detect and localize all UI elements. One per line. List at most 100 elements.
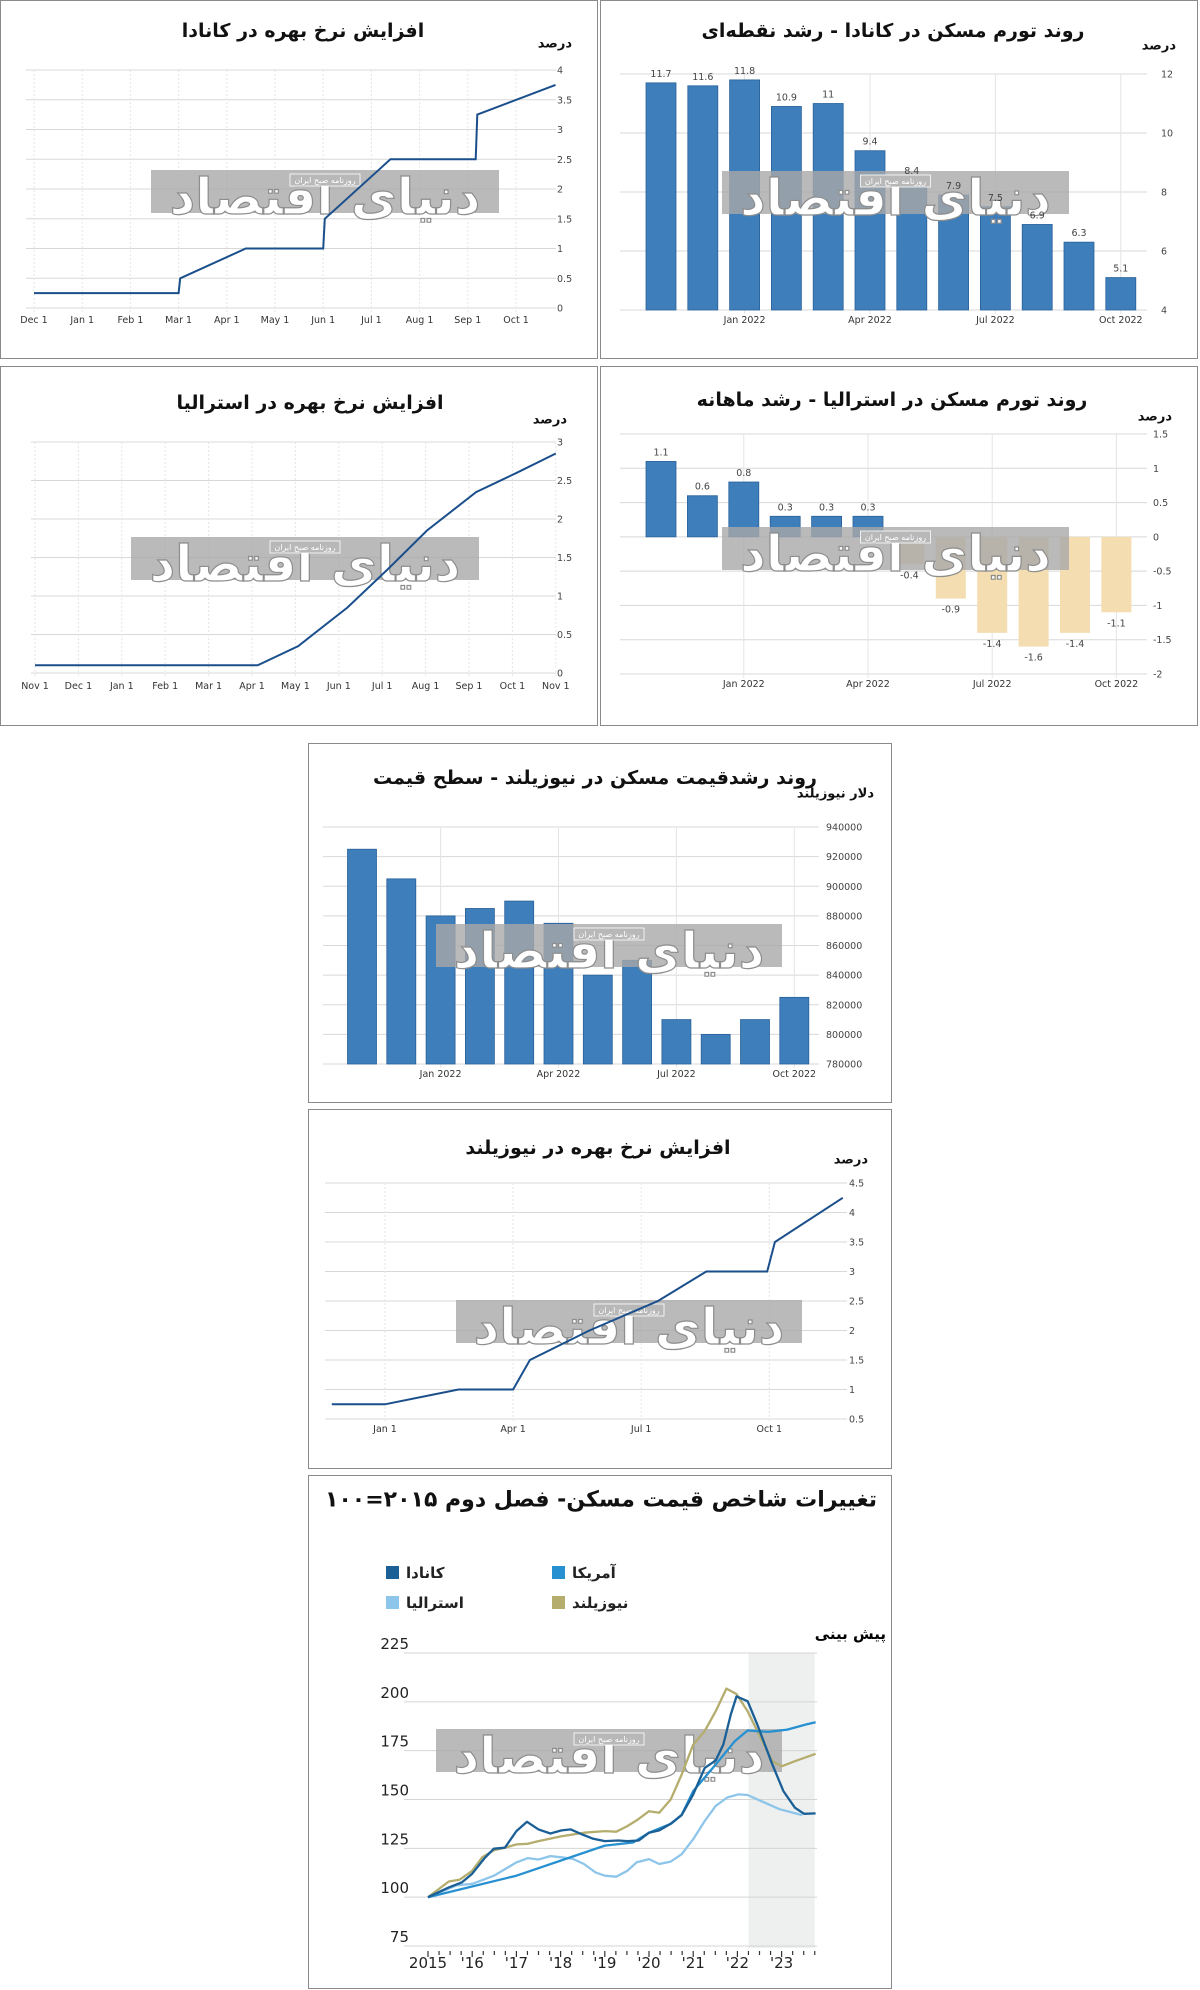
x-tick-label: Feb 1 <box>117 315 143 326</box>
legend-label: نیوزیلند <box>572 1594 628 1612</box>
legend-swatch <box>552 1596 565 1609</box>
watermark-sub-box <box>860 530 931 544</box>
bar <box>979 206 1011 311</box>
x-tick-label: Nov 1 <box>542 681 570 692</box>
legend-item: کانادا <box>386 1564 445 1582</box>
x-tick-label: '23 <box>770 1954 793 1972</box>
x-tick-label: Jul 2022 <box>975 315 1015 326</box>
bar <box>622 959 653 1065</box>
x-tick-label: Jul 1 <box>360 315 382 326</box>
x-tick-label: Jan 1 <box>109 681 134 692</box>
y-axis-unit: درصد <box>532 412 567 428</box>
y-tick-label: 12 <box>1161 70 1173 81</box>
x-tick-label: Jul 1 <box>630 1424 652 1435</box>
watermark-subtitle: روزنامه صبح ایران <box>598 1306 659 1315</box>
x-tick-label: Jul 1 <box>371 681 393 692</box>
y-tick-label: 0.5 <box>1153 498 1168 509</box>
x-tick-label: Jun 1 <box>310 315 335 326</box>
y-tick-label: 2 <box>557 515 563 526</box>
x-tick-label: '17 <box>505 1954 528 1972</box>
series-line <box>427 1793 803 1899</box>
y-tick-label: 1.5 <box>557 214 572 225</box>
y-tick-label: 75 <box>390 1928 409 1946</box>
y-tick-label: 0.5 <box>557 630 572 641</box>
watermark-sub-box <box>269 540 341 554</box>
y-tick-label: -0.5 <box>1153 567 1172 578</box>
x-tick-label: Dec 1 <box>65 681 92 692</box>
bar-value-label: 10.9 <box>776 92 797 103</box>
x-tick-label: Jan 2022 <box>722 679 765 690</box>
y-tick-label: 4.5 <box>849 1179 864 1190</box>
x-tick-label: Apr 2022 <box>846 679 890 690</box>
bar <box>779 996 810 1065</box>
y-tick-label: 100 <box>380 1879 409 1897</box>
y-tick-label: 1.5 <box>1153 430 1168 441</box>
y-tick-label: 225 <box>380 1635 409 1653</box>
bar <box>1021 224 1053 311</box>
bar-value-label: 0.8 <box>736 468 751 479</box>
x-tick-label: Oct 1 <box>500 681 526 692</box>
bar <box>687 495 718 538</box>
bar <box>700 1033 731 1065</box>
x-tick-label: Aug 1 <box>412 681 440 692</box>
bar <box>1063 241 1095 311</box>
chart-canvas: 4 6 8 10 12 Jan 2022 Apr 2022 Jul 2022 Oct 2022 د… <box>620 66 1173 326</box>
x-tick-label: '16 <box>461 1954 484 1972</box>
new-zealand-interest-rate-chart: 0.5 1 1.5 2 2.5 3 3.5 4 4.5 Jan 1 Apr 1 Jul 1 Oct 1 د… <box>308 1109 892 1469</box>
x-tick-label: Mar 1 <box>195 681 222 692</box>
watermark-sub-box <box>860 174 931 188</box>
bar-value-label: 11.7 <box>650 69 671 80</box>
watermark-subtitle: روزنامه صبح ایران <box>294 176 355 185</box>
x-tick-label: Sep 1 <box>454 315 481 326</box>
y-tick-label: 900000 <box>826 882 862 893</box>
x-tick-label: Oct 2022 <box>1099 315 1143 326</box>
bar <box>740 1019 770 1065</box>
bar-value-label: 0.3 <box>778 502 793 513</box>
bar <box>687 85 719 311</box>
australia-interest-rate-chart: 0 0.5 1 1.5 2 2.5 3 Nov 1 Dec 1 Jan 1 Feb 1 Mar 1 Ap… <box>0 366 598 726</box>
bar-value-label: 11 <box>822 90 834 101</box>
bar-value-label: 5.1 <box>1113 264 1128 275</box>
x-tick-label: '21 <box>682 1954 705 1972</box>
bar-value-label: 9.4 <box>862 137 877 148</box>
y-tick-label: 6 <box>1161 247 1167 258</box>
y-tick-label: 1 <box>1153 464 1159 475</box>
legend-label: آمریکا <box>572 1564 617 1582</box>
y-tick-label: 3 <box>557 125 563 136</box>
y-tick-label: 3.5 <box>849 1238 864 1249</box>
y-tick-label: 125 <box>380 1830 409 1848</box>
forecast-label: پیش بینی <box>815 1625 886 1644</box>
legend-swatch <box>386 1566 399 1579</box>
chart-canvas: 0 0.5 1 1.5 2 2.5 3 3.5 4 Dec 1 Jan 1 Feb 1 Mar 1 Apr… <box>20 66 572 327</box>
rate-line <box>331 1196 844 1406</box>
legend-label: کانادا <box>406 1564 445 1582</box>
bar-value-label: 11.6 <box>692 72 713 83</box>
y-tick-label: 8 <box>1161 188 1167 199</box>
x-tick-label: Apr 2022 <box>537 1069 581 1080</box>
y-tick-label: 4 <box>557 66 563 77</box>
watermark-subtitle: روزنامه صبح ایران <box>274 543 335 552</box>
x-tick-label: '22 <box>726 1954 749 1972</box>
y-tick-label: 840000 <box>826 971 862 982</box>
chart-canvas: 780000 800000 820000 840000 860000 880000 9000… <box>323 823 862 1080</box>
x-tick-label: May 1 <box>261 315 290 326</box>
x-tick-label: Aug 1 <box>406 315 434 326</box>
house-price-index-chart: پیش بینی 75 100 125 150 175 200 225 2015 '16 '17 '1… <box>308 1475 892 1989</box>
y-tick-label: 0.5 <box>849 1415 864 1426</box>
bar <box>661 1019 692 1065</box>
legend-item: استرالیا <box>386 1594 464 1612</box>
x-tick-label: May 1 <box>281 681 310 692</box>
x-tick-label: Jan 1 <box>372 1424 397 1435</box>
bar-value-label: 6.3 <box>1071 228 1086 239</box>
bar-value-label: -1.6 <box>1024 653 1043 664</box>
y-tick-label: 4 <box>1161 306 1167 317</box>
bar <box>347 848 377 1065</box>
y-tick-label: 1.5 <box>557 553 572 564</box>
y-tick-label: -1 <box>1153 601 1162 612</box>
bar-value-label: -1.4 <box>983 639 1002 650</box>
legend-item: نیوزیلند <box>552 1594 628 1612</box>
y-axis-unit: درصد <box>1137 409 1172 425</box>
x-tick-label: '19 <box>593 1954 616 1972</box>
